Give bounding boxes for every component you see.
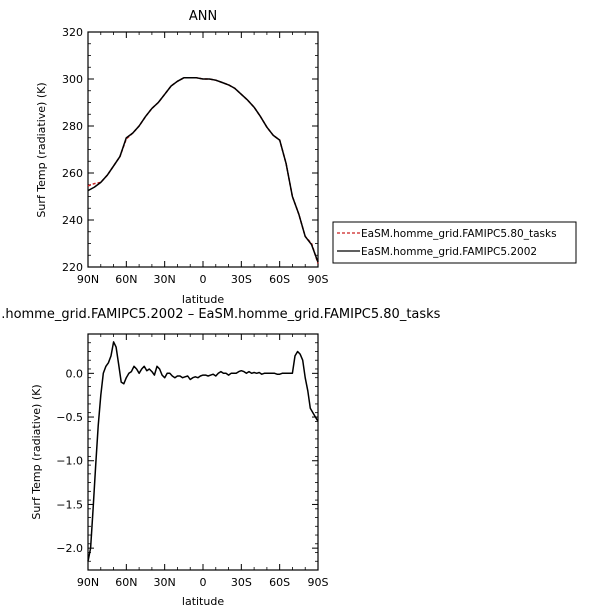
top-x-tick-label: 60S <box>269 273 290 286</box>
legend-label-2002: EaSM.homme_grid.FAMIPC5.2002 <box>361 246 537 258</box>
top-x-tick-label: 90N <box>77 273 99 286</box>
top-y-tick-label: 280 <box>62 120 83 133</box>
bottom-y-tick-label: −1.5 <box>56 498 83 511</box>
top-y-tick-label: 260 <box>62 167 83 180</box>
top-series-layer <box>87 77 319 264</box>
bottom-series-layer <box>87 341 319 562</box>
bottom-x-tick-label: 60N <box>115 576 137 589</box>
top-y-tick-label: 220 <box>62 261 83 274</box>
top-y-tick-label: 320 <box>62 26 83 39</box>
top-x-tick-label: 30S <box>231 273 252 286</box>
bottom-y-axis-label: Surf Temp (radiative) (K) <box>30 384 43 519</box>
bottom-x-tick-label: 30N <box>154 576 176 589</box>
top-series-line-1 <box>87 77 319 263</box>
top-x-tick-label: 90S <box>308 273 329 286</box>
bottom-y-tick-label: −2.0 <box>56 542 83 555</box>
bottom-x-tick-label: 30S <box>231 576 252 589</box>
bottom-y-tick-label: 0.0 <box>66 367 84 380</box>
top-x-tick-label: 0 <box>200 273 207 286</box>
top-tick-labels: 90N 60N 30N 0 30S 60S 90S 220 240 260 280 300 320 <box>62 26 329 286</box>
bottom-series-line-0 <box>87 341 319 562</box>
bottom-x-tick-label: 90S <box>308 576 329 589</box>
bottom-plot-frame <box>87 333 319 571</box>
legend-box <box>332 221 577 264</box>
bottom-panel: EaSM.homme_grid.FAMIPC5.2002 – EaSM.homm… <box>0 307 441 608</box>
top-y-axis-label: Surf Temp (radiative) (K) <box>35 82 48 217</box>
top-axis-ticks <box>87 31 319 268</box>
top-chart-title: ANN <box>189 9 217 24</box>
bottom-x-axis-label: latitude <box>182 595 224 608</box>
bottom-x-tick-label: 0 <box>200 576 207 589</box>
bottom-y-tick-label: −0.5 <box>56 411 83 424</box>
top-x-tick-label: 30N <box>154 273 176 286</box>
bottom-chart-title: EaSM.homme_grid.FAMIPC5.2002 – EaSM.homm… <box>0 307 441 322</box>
top-panel: ANN 90N 60N 30N 0 30S 60S 90S 220 240 260 280 300 32… <box>35 9 329 306</box>
bottom-tick-labels: 90N 60N 30N 0 30S 60S 90S −2.0 −1.5 −1.0 −0.5 0.0 <box>56 367 328 589</box>
top-x-axis-label: latitude <box>182 293 224 306</box>
bottom-x-tick-label: 90N <box>77 576 99 589</box>
bottom-y-tick-label: −1.0 <box>56 455 83 468</box>
bottom-x-tick-label: 60S <box>269 576 290 589</box>
legend-label-80-tasks: EaSM.homme_grid.FAMIPC5.80_tasks <box>361 228 557 240</box>
top-x-tick-label: 60N <box>115 273 137 286</box>
bottom-axis-ticks <box>87 333 319 571</box>
top-series-line-0 <box>87 77 319 264</box>
top-y-tick-label: 240 <box>62 214 83 227</box>
top-y-tick-label: 300 <box>62 73 83 86</box>
legend: EaSM.homme_grid.FAMIPC5.80_tasks EaSM.ho… <box>332 221 577 264</box>
